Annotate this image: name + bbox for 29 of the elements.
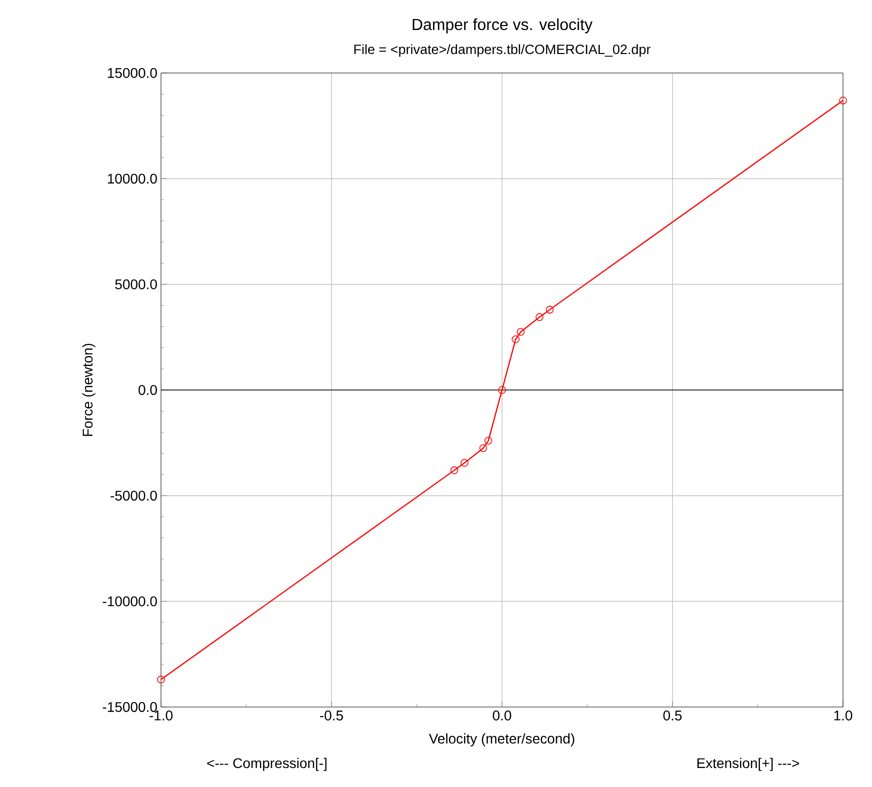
y-tick-label: 0.0 bbox=[138, 385, 157, 395]
x-axis-title: Velocity (meter/second) bbox=[428, 733, 574, 746]
point bbox=[484, 436, 492, 445]
x-tick-label: -0.5 bbox=[320, 710, 343, 720]
text: Extension[+] ---> bbox=[697, 758, 800, 771]
y-tick-label: -15000.0 bbox=[102, 702, 157, 712]
point bbox=[157, 676, 165, 684]
y-tick-label: -5000.0 bbox=[110, 490, 157, 501]
point bbox=[512, 335, 520, 344]
y-tick-label: -10000.0 bbox=[102, 596, 157, 606]
point bbox=[536, 313, 544, 321]
x-tick-label: 1.0 bbox=[834, 710, 852, 720]
point bbox=[479, 444, 488, 452]
x-tick-label: 0.5 bbox=[663, 710, 682, 720]
point bbox=[546, 306, 554, 314]
point bbox=[460, 459, 468, 467]
point bbox=[839, 96, 847, 104]
y-tick-label: 5000.0 bbox=[115, 279, 157, 290]
x-tick-label: 0.0 bbox=[492, 710, 512, 720]
text: <--- Compression[-] bbox=[207, 758, 326, 771]
chart-title: Damper force vs. velocity bbox=[412, 18, 592, 34]
y-axis-title: Force (newton) bbox=[82, 344, 96, 436]
chart-subtitle: File = <private>/dampers.tbl/COMERCIAL_02.dpr bbox=[354, 44, 650, 57]
y-tick-label: 10000.0 bbox=[108, 174, 157, 184]
x-tick-label: -1.0 bbox=[150, 710, 173, 720]
y-tick-label: 15000.0 bbox=[108, 68, 157, 78]
point bbox=[450, 466, 458, 474]
point bbox=[498, 386, 506, 394]
point bbox=[516, 328, 525, 336]
